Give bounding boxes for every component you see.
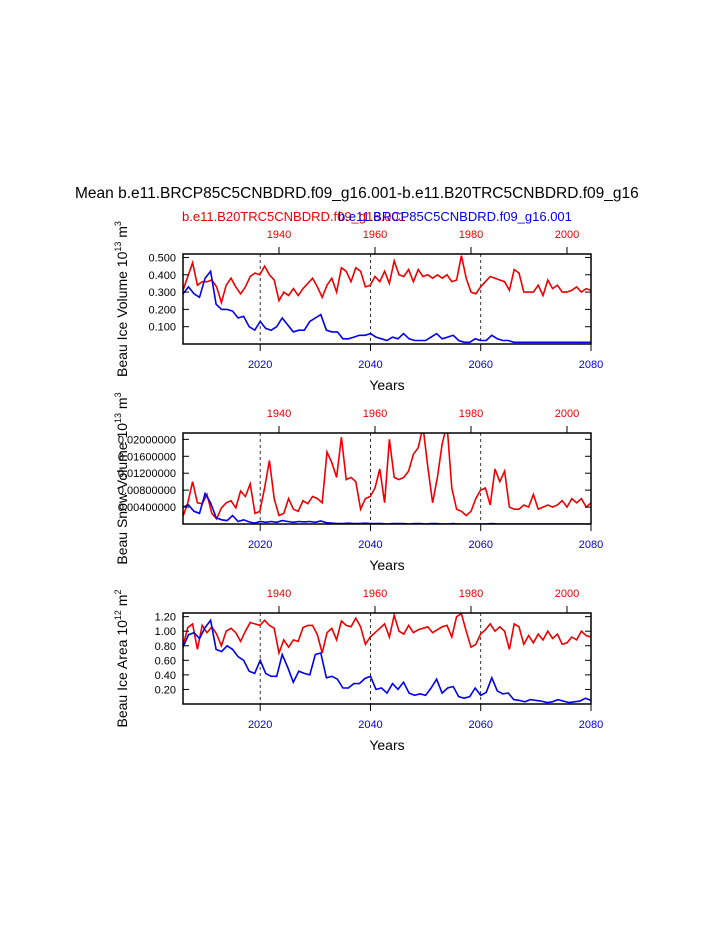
- x-tick-label-top: 1940: [267, 229, 291, 241]
- y-axis-title: Beau Ice Area 1012 m2: [113, 589, 130, 727]
- x-tick-label-bottom: 2020: [248, 539, 272, 551]
- x-tick-label-top: 1980: [459, 408, 483, 420]
- x-tick-label-bottom: 2040: [358, 719, 382, 731]
- y-tick-label: 0.300: [148, 287, 176, 299]
- plot-frame: [182, 612, 592, 705]
- y-axis-title: Beau Snow Volume 1013 m3: [113, 392, 130, 564]
- x-tick-label-bottom: 2080: [579, 539, 603, 551]
- y-tick-label: 0.400: [148, 270, 176, 282]
- y-tick-label: 0.80: [155, 641, 176, 653]
- figure-title: Mean b.e11.BRCP85C5CNBDRD.f09_g16.001-b.…: [75, 185, 639, 202]
- x-axis-title: Years: [369, 557, 404, 573]
- x-tick-label-bottom: 2020: [248, 719, 272, 731]
- x-tick-label-bottom: 2020: [248, 359, 272, 371]
- chart-panel-3: 0.20 0.40 0.60 0.80 1.00 1.20 2020 2040 2060 2080…: [113, 588, 603, 753]
- rcp85-series-line: [183, 491, 591, 524]
- historical-series-line: [183, 433, 591, 521]
- legend-blue-label: b.e11.BRCP85C5CNBDRD.f09_g16.001: [338, 209, 572, 224]
- y-tick-label: 0.00400000: [118, 502, 176, 514]
- chart-panel-1: 0.100 0.200 0.300 0.400 0.500 2020 2040 2060 208…: [113, 221, 603, 393]
- y-tick-label: 0.60: [155, 655, 176, 667]
- historical-series-line: [183, 255, 591, 306]
- y-tick-label: 1.20: [155, 612, 176, 624]
- y-tick-label: 0.100: [148, 322, 176, 334]
- x-tick-label-top: 1940: [267, 588, 291, 600]
- y-tick-label: 1.00: [155, 626, 176, 638]
- x-tick-label-top: 1960: [363, 588, 387, 600]
- y-tick-label: 0.02000000: [118, 434, 176, 446]
- x-tick-label-top: 2000: [555, 588, 579, 600]
- x-tick-label-top: 1980: [459, 229, 483, 241]
- y-tick-label: 0.20: [155, 684, 176, 696]
- legend-red-label: b.e11.B20TRC5CNBDRD.f09_g16.001: [182, 209, 406, 224]
- x-tick-label-bottom: 2040: [358, 359, 382, 371]
- x-tick-label-top: 1980: [459, 588, 483, 600]
- y-tick-label: 0.01600000: [118, 451, 176, 463]
- x-axis-title: Years: [369, 737, 404, 753]
- y-tick-label: 0.200: [148, 304, 176, 316]
- x-tick-label-top: 1960: [363, 408, 387, 420]
- y-tick-label: 0.40: [155, 670, 176, 682]
- x-tick-label-top: 1960: [363, 229, 387, 241]
- rcp85-series-line: [183, 269, 591, 344]
- x-tick-label-top: 2000: [555, 408, 579, 420]
- x-tick-label-bottom: 2060: [468, 539, 492, 551]
- x-tick-label-top: 2000: [555, 229, 579, 241]
- x-tick-label-bottom: 2080: [579, 719, 603, 731]
- x-tick-label-bottom: 2080: [579, 359, 603, 371]
- y-tick-label: 0.500: [148, 252, 176, 264]
- x-tick-label-bottom: 2060: [468, 719, 492, 731]
- y-axis-title: Beau Ice Volume 1013 m3: [113, 221, 130, 377]
- x-tick-label-bottom: 2040: [358, 539, 382, 551]
- chart-panel-2: 0.00400000 0.00800000 0.01200000 0.01600000…: [113, 392, 603, 573]
- plot-frame: [182, 253, 592, 345]
- rcp85-series-line: [183, 618, 591, 704]
- y-tick-label: 0.01200000: [118, 468, 176, 480]
- plot-frame: [182, 432, 592, 525]
- historical-series-line: [183, 613, 591, 656]
- x-axis-title: Years: [369, 377, 404, 393]
- y-tick-label: 0.00800000: [118, 485, 176, 497]
- x-tick-label-top: 1940: [267, 408, 291, 420]
- x-tick-label-bottom: 2060: [468, 359, 492, 371]
